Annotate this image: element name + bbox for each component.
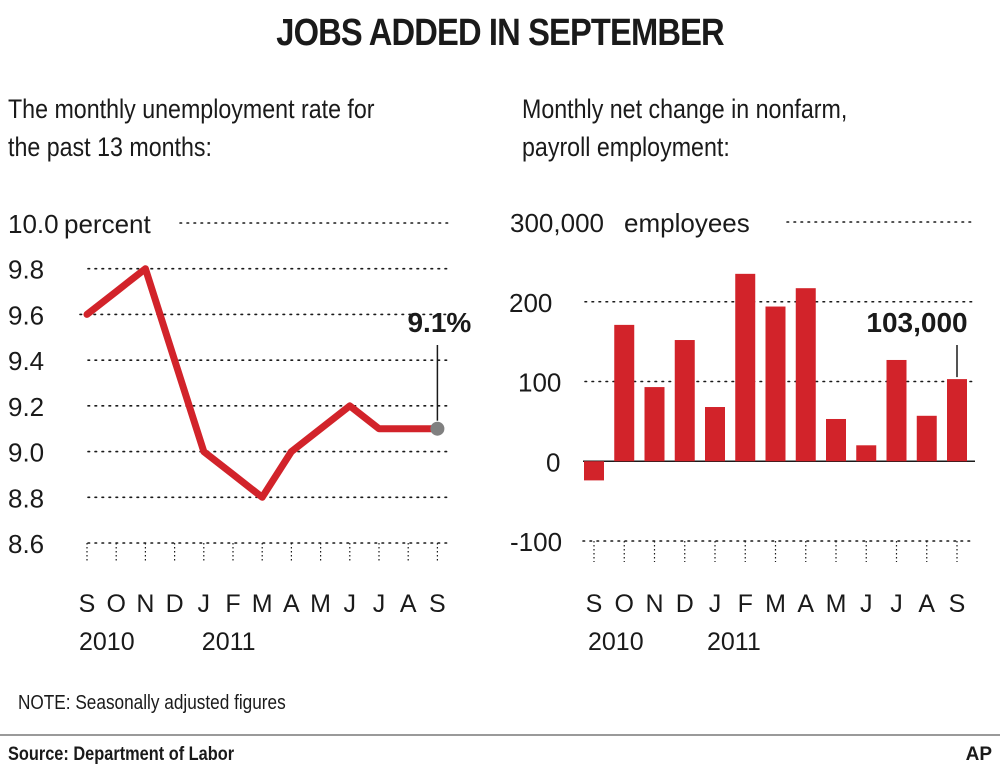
x-tick-label: D xyxy=(676,590,694,618)
x-tick-label: O xyxy=(106,590,125,618)
unemployment-subtitle-line-2: the past 13 months: xyxy=(8,132,212,162)
y-unit-label: percent xyxy=(64,209,151,239)
latest-point-marker xyxy=(430,421,445,436)
x-tick-label: M xyxy=(310,590,331,618)
y-tick-label: 9.2 xyxy=(8,392,44,422)
payroll-subtitle: Monthly net change in nonfarm, payroll e… xyxy=(522,90,847,166)
bar xyxy=(735,273,756,462)
bar xyxy=(916,415,937,462)
y-tick-label: 9.6 xyxy=(8,300,44,330)
year-label-2011: 2011 xyxy=(202,628,256,656)
payroll-subtitle-line-1: Monthly net change in nonfarm, xyxy=(522,94,848,124)
y-unit-label: employees xyxy=(624,208,750,238)
callout-label: 9.1% xyxy=(407,307,471,338)
x-tick-label: M xyxy=(252,590,273,618)
x-tick-label: M xyxy=(826,590,847,618)
x-tick-label: J xyxy=(198,590,211,618)
bar xyxy=(765,306,786,462)
x-tick-label: N xyxy=(645,590,663,618)
y-tick-label: 8.6 xyxy=(8,529,44,559)
y-tick-label: 0 xyxy=(546,447,560,477)
unemployment-subtitle: The monthly unemployment rate for the pa… xyxy=(8,90,375,166)
x-tick-label: N xyxy=(136,590,154,618)
bar xyxy=(584,461,604,481)
y-tick-label: 9.0 xyxy=(8,438,44,468)
x-tick-label: D xyxy=(166,590,184,618)
bar xyxy=(795,288,816,462)
y-tick-label: 9.8 xyxy=(8,255,44,285)
x-tick-label: M xyxy=(765,590,786,618)
callout-label: 103,000 xyxy=(866,307,967,338)
x-tick-label: F xyxy=(738,590,753,618)
unemployment-line xyxy=(83,265,441,501)
bar xyxy=(614,324,635,462)
x-tick-label: A xyxy=(400,590,417,618)
unemployment-subtitle-line-1: The monthly unemployment rate for xyxy=(8,94,375,124)
x-tick-label: A xyxy=(797,590,814,618)
x-tick-label: A xyxy=(283,590,300,618)
year-label-2010: 2010 xyxy=(79,628,135,656)
year-label-2010: 2010 xyxy=(588,628,644,656)
x-tick-label: A xyxy=(918,590,935,618)
bar xyxy=(644,387,665,462)
bar xyxy=(856,445,877,462)
year-label-2011: 2011 xyxy=(707,628,761,656)
x-tick-label: O xyxy=(615,590,634,618)
source-text: Source: Department of Labor xyxy=(8,744,235,765)
x-tick-label: J xyxy=(709,590,722,618)
bar xyxy=(674,340,695,462)
y-tick-label: 300,000 xyxy=(510,208,604,238)
bar xyxy=(705,407,725,462)
y-tick-label: 8.8 xyxy=(8,483,44,513)
y-tick-label: 100 xyxy=(518,368,561,398)
x-tick-label: F xyxy=(225,590,240,618)
graphic-title: JOBS ADDED IN SEPTEMBER xyxy=(276,12,724,54)
bar xyxy=(947,379,967,462)
x-tick-label: J xyxy=(860,590,873,618)
x-tick-label: J xyxy=(890,590,903,618)
y-tick-label: -100 xyxy=(510,527,562,557)
footer-divider xyxy=(0,734,1000,736)
x-tick-label: S xyxy=(949,590,966,618)
bar xyxy=(826,418,846,462)
y-tick-label: 9.4 xyxy=(8,346,44,376)
bar xyxy=(886,359,907,462)
x-tick-label: S xyxy=(586,590,603,618)
payroll-subtitle-line-2: payroll employment: xyxy=(522,132,730,162)
x-tick-label: S xyxy=(429,590,446,618)
x-tick-label: J xyxy=(344,590,357,618)
x-tick-label: S xyxy=(79,590,96,618)
y-tick-label: 10.0 xyxy=(8,209,59,239)
x-tick-label: J xyxy=(373,590,386,618)
y-tick-label: 200 xyxy=(509,288,552,318)
credit-text: AP xyxy=(965,744,992,765)
note-text: NOTE: Seasonally adjusted figures xyxy=(18,692,286,714)
